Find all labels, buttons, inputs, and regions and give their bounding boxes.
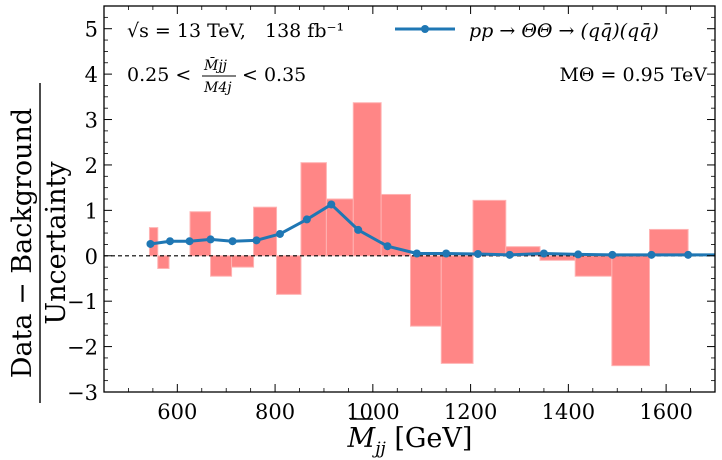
histogram-layer (148, 102, 689, 367)
y-tick-label: 3 (85, 109, 98, 133)
ratio-cut-right: < 0.35 (242, 64, 306, 86)
y-tick-label: 4 (85, 63, 98, 87)
legend-point-marker (421, 25, 429, 33)
histogram-bar-6 (253, 206, 278, 257)
tick-layer: 600 800 1000 1200 1400 1600 −3 −2 −1 0 1 2 3 4 5 (67, 5, 716, 424)
histogram-bar-17 (574, 255, 613, 277)
histogram-bar-18 (611, 255, 651, 367)
series-layer (146, 200, 722, 259)
histogram-bar-1 (157, 255, 170, 269)
y-tick-label: −1 (67, 290, 98, 314)
y-axis-title-denominator: Uncertainty (41, 161, 72, 325)
ratio-numerator: M̄jj (203, 56, 228, 74)
x-axis-title: Mjj [GeV] (347, 418, 473, 459)
histogram-bar-4 (210, 255, 233, 277)
x-tick-label: 1000 (346, 400, 399, 424)
x-tick-label: 600 (157, 400, 197, 424)
series-point-16 (574, 250, 583, 259)
lumi-label: 138 fb⁻¹ (265, 20, 344, 42)
ratio-cut-annotation: 0.25 < M̄jj M4j < 0.35 (127, 56, 306, 96)
svg-text:Mjj [GeV]: Mjj [GeV] (347, 423, 473, 459)
series-point-12 (442, 249, 451, 258)
y-tick-label: 1 (85, 199, 98, 223)
series-point-10 (383, 242, 392, 251)
ratio-denominator: M4j (203, 80, 232, 96)
series-point-17 (608, 250, 617, 259)
series-point-13 (473, 249, 482, 258)
ratio-cut-left: 0.25 < (127, 64, 191, 86)
x-tick-label: 1600 (639, 400, 692, 424)
y-axis-title: Data − Background Uncertainty (7, 83, 72, 403)
histogram-bar-7 (276, 255, 302, 295)
histogram-bar-12 (409, 255, 442, 327)
mass-label: MΘ = 0.95 TeV (559, 64, 707, 86)
series-point-20 (716, 251, 722, 259)
series-point-8 (327, 200, 336, 209)
histogram-bar-5 (231, 255, 255, 268)
series-point-4 (228, 237, 237, 246)
y-tick-label: 0 (85, 245, 98, 269)
histogram-bar-9 (325, 198, 354, 257)
series-point-6 (275, 229, 284, 238)
histogram-bar-14 (472, 199, 507, 257)
series-point-9 (354, 225, 363, 234)
energy-label: √s = 13 TeV, (127, 20, 246, 42)
series-point-3 (206, 235, 215, 244)
series-point-0 (146, 239, 155, 248)
histogram-bar-13 (440, 255, 474, 364)
x-tick-label: 1200 (444, 400, 497, 424)
series-point-1 (165, 237, 174, 246)
energy-lumi-annotation: √s = 13 TeV, 138 fb⁻¹ (127, 20, 344, 42)
series-point-5 (252, 236, 261, 245)
y-tick-label: 2 (85, 154, 98, 178)
series-point-15 (539, 249, 548, 258)
histogram-bar-19 (649, 228, 689, 257)
legend: pp → ΘΘ → (qq̄)(qq̄) (395, 20, 659, 42)
series-line-0 (150, 202, 715, 257)
x-tick-label: 1400 (542, 400, 595, 424)
series-point-2 (185, 237, 194, 246)
y-axis-title-numerator: Data − Background (7, 108, 38, 378)
series-point-11 (412, 249, 421, 258)
series-point-7 (302, 215, 311, 224)
y-tick-label: −2 (67, 336, 98, 360)
signal-series-group (146, 200, 722, 259)
series-point-14 (505, 250, 514, 259)
histogram-bar-3 (189, 211, 212, 257)
series-point-18 (647, 250, 656, 259)
legend-label: pp → ΘΘ → (qq̄)(qq̄) (469, 20, 659, 42)
x-tick-label: 800 (255, 400, 295, 424)
y-tick-label: −3 (67, 381, 98, 405)
y-tick-label: 5 (85, 18, 98, 42)
series-point-19 (684, 250, 693, 259)
